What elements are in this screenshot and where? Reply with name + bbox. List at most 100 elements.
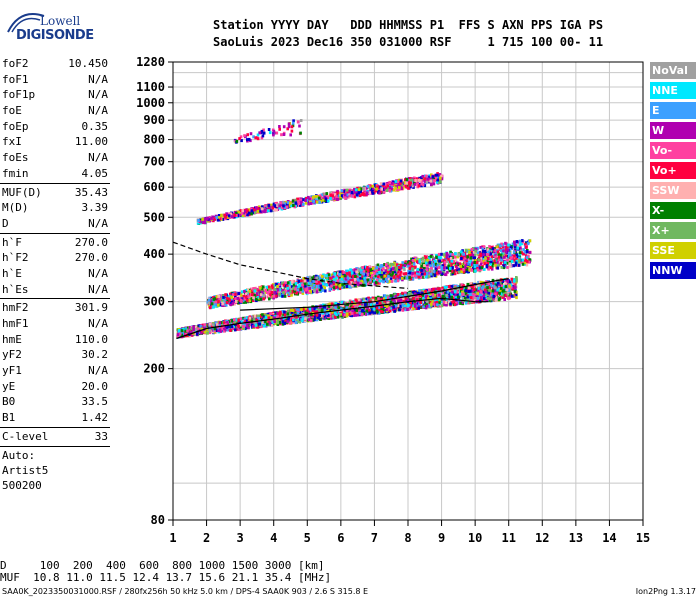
echo-point (443, 264, 447, 268)
echo-point (473, 299, 476, 303)
echo-point (450, 272, 453, 276)
echo-point (515, 253, 518, 257)
echo-point (459, 301, 462, 305)
echo-point (337, 308, 340, 312)
echo-point (340, 307, 343, 311)
echo-point (483, 297, 486, 301)
echo-point (233, 328, 237, 332)
echo-point (260, 318, 264, 322)
echo-point (385, 308, 389, 312)
echo-point (397, 273, 400, 277)
echo-point (242, 325, 245, 328)
echo-point (373, 311, 376, 315)
echo-point (345, 306, 348, 310)
echo-point (369, 276, 373, 280)
echo-point (432, 298, 436, 302)
echo-point (450, 285, 454, 289)
echo-point (252, 318, 256, 322)
echo-point (409, 298, 412, 302)
echo-point (264, 313, 268, 317)
echo-point (494, 286, 497, 290)
echo-point (456, 287, 460, 290)
echo-point (413, 298, 417, 302)
param-name: yE (2, 379, 16, 393)
echo-point (372, 305, 375, 309)
echo-point (333, 315, 337, 319)
param-group-virtual-heights: h`F 270.0 h`F2 270.0 h`E N/A h`Es N/A (0, 235, 110, 298)
echo-point (528, 258, 531, 262)
echo-point (184, 327, 187, 331)
echo-point (394, 300, 398, 303)
echo-point (245, 316, 249, 320)
echo-point (484, 284, 487, 288)
echo-point (500, 286, 503, 290)
echo-point (487, 282, 491, 286)
echo-point (486, 296, 490, 300)
echo-point (178, 332, 182, 336)
echo-point (428, 303, 432, 307)
echo-point (421, 262, 425, 266)
echo-point (419, 306, 422, 309)
echo-point (451, 290, 454, 294)
echo-point (469, 282, 473, 285)
param-value: 4.05 (81, 166, 109, 180)
echo-point (270, 323, 274, 327)
echo-point (343, 305, 347, 309)
echo-point (310, 319, 313, 323)
echo-point (426, 266, 429, 269)
echo-point (490, 267, 494, 271)
param-row: D N/A (0, 216, 110, 232)
param-value: 30.2 (81, 348, 109, 362)
echo-point (295, 315, 298, 319)
echo-point (419, 266, 423, 270)
echo-point (486, 286, 489, 290)
echo-point (437, 291, 440, 294)
echo-point (276, 321, 279, 325)
echo-point (435, 295, 438, 299)
echo-point (194, 328, 198, 331)
echo-point (341, 304, 345, 308)
echo-point (515, 278, 518, 282)
echo-point (433, 260, 437, 263)
echo-point (306, 276, 309, 280)
echo-point (337, 309, 340, 313)
echo-point (200, 327, 204, 331)
header-labels: Station YYYY DAY DDD HHMMSS P1 FFS S AXN… (213, 18, 604, 32)
echo-point (491, 278, 495, 282)
echo-point (409, 301, 412, 304)
param-row: hmF2 301.9 (0, 300, 110, 316)
echo-point (392, 305, 396, 309)
echo-point (342, 310, 346, 314)
echo-point (279, 310, 282, 314)
echo-point (467, 248, 470, 252)
echo-point (378, 306, 381, 310)
echo-point (479, 262, 483, 266)
echo-point (310, 313, 313, 317)
echo-point (340, 286, 344, 289)
echo-point (483, 288, 487, 292)
echo-point (267, 316, 271, 320)
echo-point (266, 322, 269, 326)
echo-point (416, 291, 419, 295)
echo-point (484, 298, 487, 302)
x-tick-label: 9 (438, 531, 445, 545)
echo-point (446, 253, 450, 257)
echo-point (199, 325, 202, 329)
echo-point (276, 315, 279, 319)
param-row: h`F 270.0 (0, 235, 110, 251)
echo-point (395, 302, 398, 306)
x-tick-label: 10 (468, 531, 482, 545)
echo-point (302, 317, 305, 321)
echo-point (337, 306, 341, 309)
echo-point (325, 312, 329, 315)
echo-point (509, 264, 512, 268)
echo-point (445, 286, 448, 290)
echo-point (440, 288, 444, 292)
echo-point (407, 292, 411, 296)
echo-point (463, 255, 466, 259)
echo-point (513, 285, 516, 289)
y-tick-label: 600 (143, 180, 165, 194)
echo-point (508, 284, 511, 288)
echo-point (378, 308, 381, 312)
echo-point (234, 318, 238, 322)
